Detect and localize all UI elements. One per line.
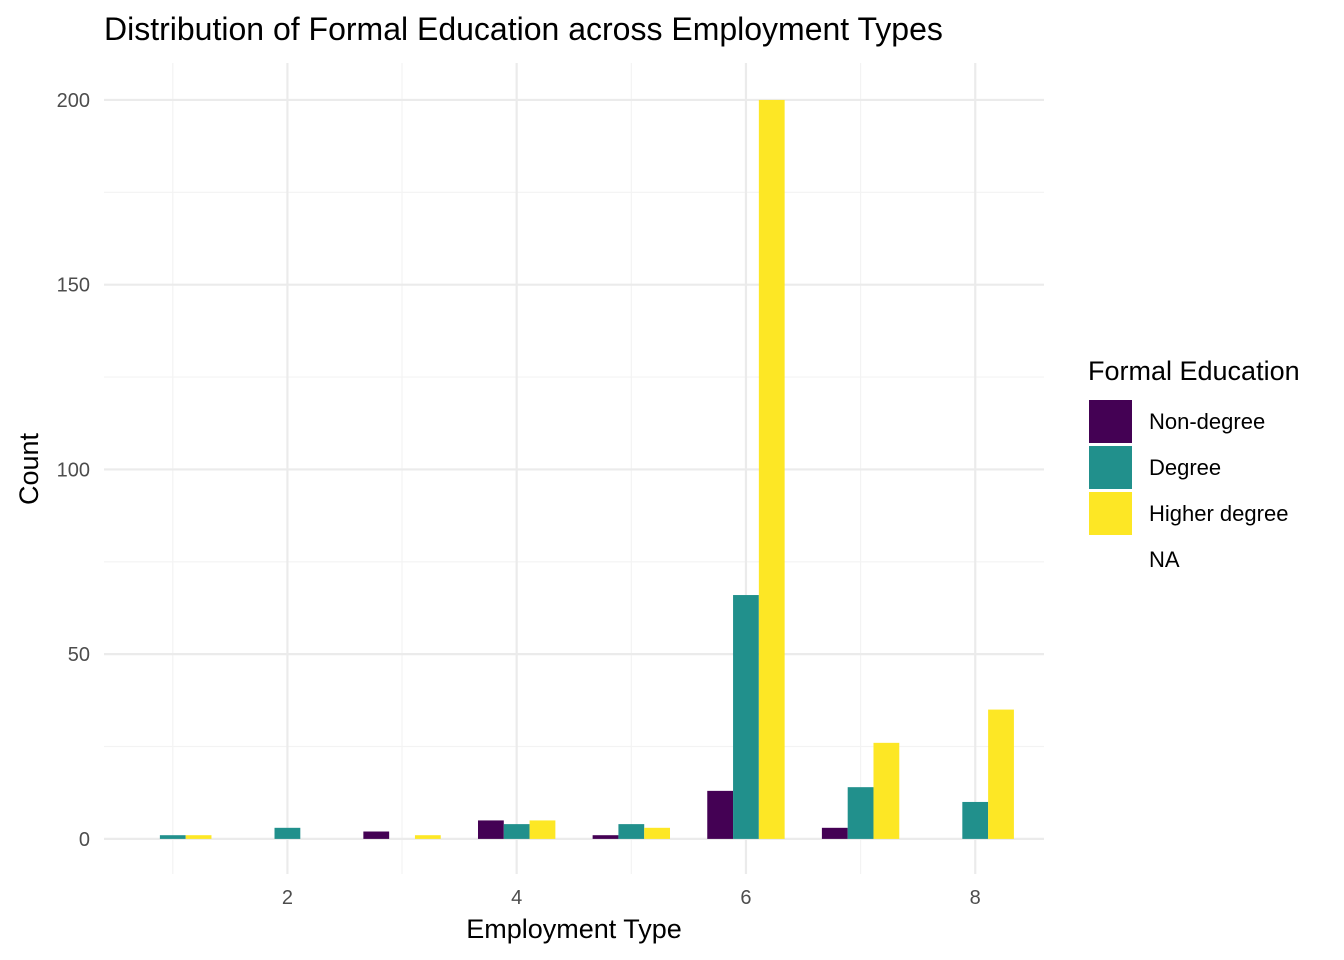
bars — [159, 99, 1014, 839]
legend-key-higher-degree — [1089, 492, 1132, 535]
x-tick-label: 6 — [740, 887, 751, 909]
bar-degree-5 — [618, 824, 645, 839]
bar-non-degree-5 — [592, 835, 619, 839]
y-axis-title: Count — [14, 432, 44, 505]
y-tick-label: 0 — [79, 829, 90, 851]
legend-label-higher-degree: Higher degree — [1149, 501, 1288, 526]
bar-non-degree-6 — [707, 790, 734, 839]
bar-higher-degree-7 — [873, 742, 900, 839]
x-tick-labels: 2 4 6 8 — [282, 887, 981, 909]
bar-higher-degree-1 — [185, 835, 212, 839]
bar-degree-7 — [847, 787, 874, 839]
x-axis-title: Employment Type — [466, 914, 682, 944]
x-tick-label: 2 — [282, 887, 293, 909]
y-tick-label: 100 — [57, 459, 90, 481]
bar-higher-degree-5 — [644, 827, 671, 839]
y-tick-label: 50 — [68, 644, 90, 666]
legend: Formal Education Non-degree Degree Higher … — [1088, 356, 1300, 581]
y-tick-labels: 0 50 100 150 200 — [57, 90, 90, 851]
bar-higher-degree-4 — [529, 820, 556, 839]
bar-degree-1 — [159, 835, 186, 839]
x-tick-label: 8 — [970, 887, 981, 909]
gridlines — [104, 63, 1044, 874]
y-tick-label: 200 — [57, 90, 90, 112]
bar-non-degree-7 — [821, 827, 848, 839]
bar-higher-degree-8 — [988, 709, 1014, 839]
bar-higher-degree-6 — [758, 99, 785, 839]
bar-non-degree-3 — [363, 831, 390, 839]
x-tick-label: 4 — [511, 887, 522, 909]
legend-key-na — [1089, 538, 1132, 581]
legend-key-degree — [1089, 446, 1132, 489]
legend-key-non-degree — [1089, 400, 1132, 443]
legend-label-degree: Degree — [1149, 455, 1221, 480]
y-tick-label: 150 — [57, 275, 90, 297]
legend-label-non-degree: Non-degree — [1149, 409, 1265, 434]
bar-degree-6 — [733, 595, 759, 839]
chart-title: Distribution of Formal Education across … — [104, 11, 943, 47]
bar-degree-8 — [962, 801, 989, 839]
bar-non-degree-4 — [477, 820, 504, 839]
legend-title: Formal Education — [1088, 356, 1300, 386]
bar-higher-degree-3 — [414, 835, 441, 839]
bar-degree-4 — [503, 824, 530, 839]
bar-degree-2 — [274, 827, 301, 839]
legend-label-na: NA — [1149, 547, 1180, 572]
